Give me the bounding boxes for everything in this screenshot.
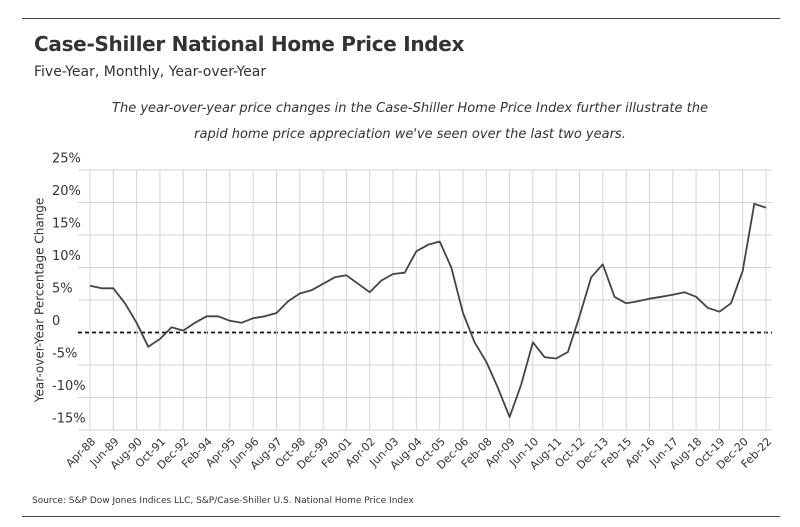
y-tick-label: 20%	[52, 184, 81, 199]
chart-subtitle: Five-Year, Monthly, Year-over-Year	[34, 64, 267, 80]
bottom-rule	[22, 516, 780, 517]
y-tick-label: 25%	[52, 152, 81, 167]
y-tick-label: -5%	[52, 347, 77, 362]
y-tick-label: 5%	[52, 282, 73, 297]
chart-title: Case-Shiller National Home Price Index	[34, 32, 465, 56]
y-tick-label: -15%	[52, 412, 86, 427]
y-tick-label: 10%	[52, 249, 81, 264]
annotation: The year-over-year price changes in the …	[112, 101, 708, 142]
y-axis-label: Year-over-Year Percentage Change	[33, 198, 47, 404]
source: Source: S&P Dow Jones Indices LLC, S&P/C…	[32, 496, 414, 506]
y-tick-label: -10%	[52, 379, 86, 394]
y-tick-label: 15%	[52, 217, 81, 232]
data-line	[89, 202, 767, 418]
top-rule	[22, 18, 780, 19]
y-tick-label: 0	[52, 314, 60, 329]
